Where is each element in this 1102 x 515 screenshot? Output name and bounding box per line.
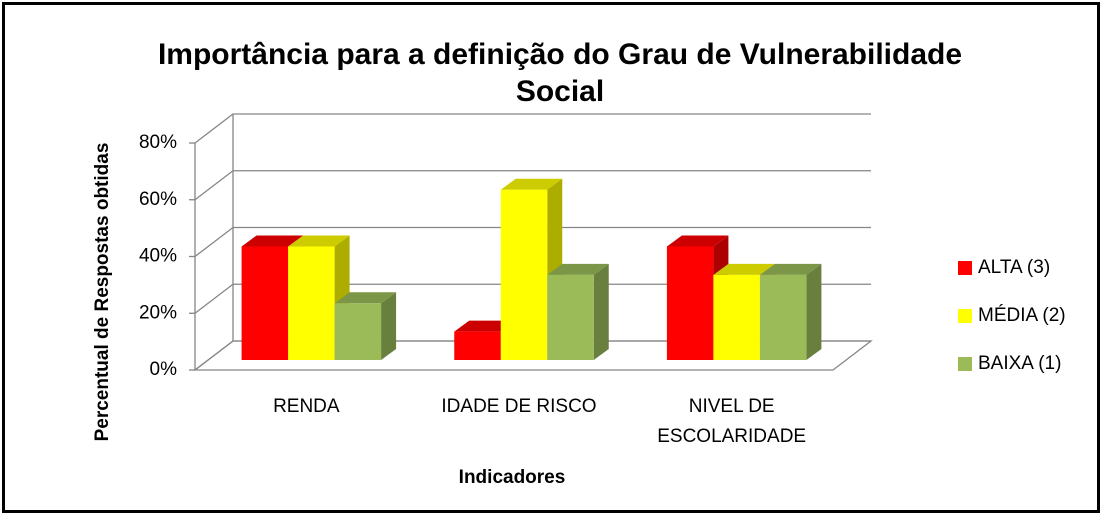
bar-top	[454, 320, 516, 332]
bar-top	[759, 263, 822, 275]
y-tick-label: 0%	[150, 359, 178, 380]
bar-side	[381, 292, 397, 360]
bar-top	[288, 235, 350, 247]
bar	[759, 263, 822, 360]
x-axis-title: Indicadores	[459, 467, 566, 488]
legend-label: ALTA (3)	[978, 257, 1050, 278]
bar-front	[759, 274, 807, 360]
grid-line	[194, 170, 871, 201]
bar	[547, 263, 609, 360]
bar-front	[500, 189, 548, 360]
x-tick-label: RENDA	[273, 396, 340, 417]
bar-top	[713, 263, 775, 275]
bar-top	[666, 235, 729, 247]
bar-top	[547, 263, 609, 275]
grid-line	[194, 113, 871, 144]
y-axis-title: Percentual de Respostas obtidas	[92, 143, 113, 442]
x-tick-label: IDADE DE RISCO	[441, 396, 596, 417]
bar	[334, 292, 397, 360]
legend-label: BAIXA (1)	[978, 353, 1061, 374]
bar-side	[593, 263, 609, 360]
y-tick-label: 60%	[139, 189, 177, 210]
y-tick-label: 80%	[139, 132, 177, 153]
y-tick-label: 40%	[139, 246, 177, 267]
x-tick-label: NIVEL DE ESCOLARIDADE	[657, 396, 806, 447]
legend-swatch	[958, 357, 972, 371]
grid-line	[194, 283, 871, 314]
bar-top	[500, 178, 563, 190]
legend-swatch	[958, 309, 972, 323]
bar-front	[547, 274, 594, 360]
legend-swatch	[958, 261, 972, 275]
bar-front	[334, 303, 382, 360]
bar-top	[334, 292, 397, 304]
chart-title: Importância para a definição do Grau de …	[157, 38, 963, 108]
grid-line	[194, 226, 871, 258]
y-tick-label: 20%	[139, 302, 177, 323]
bar-front	[713, 274, 760, 360]
grid-line	[194, 340, 871, 371]
bar-front	[454, 331, 501, 360]
bar-side	[806, 263, 822, 360]
bar-top	[241, 235, 304, 247]
bar-front	[241, 246, 289, 360]
bar-front	[288, 246, 335, 360]
legend-label: MÉDIA (2)	[978, 305, 1066, 326]
bar-front	[666, 246, 714, 360]
